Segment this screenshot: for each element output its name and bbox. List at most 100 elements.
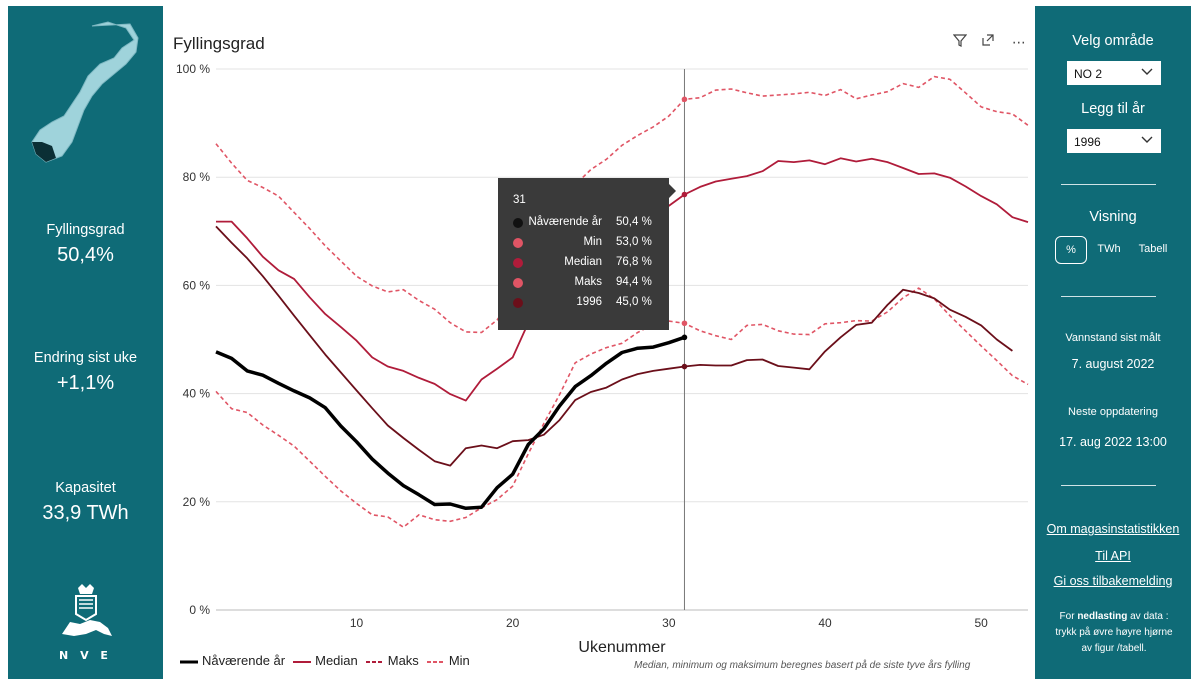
chart-legend: Nåværende år Median Maks Min xyxy=(180,653,478,668)
download-note-text: av data : trykk på øvre høyre hjørne av … xyxy=(1055,611,1173,654)
tooltip-series-value: 45,0 % xyxy=(616,296,652,308)
view-option-twh[interactable]: TWh xyxy=(1093,236,1125,262)
left-panel: Fyllingsgrad 50,4% Endring sist uke +1,1… xyxy=(8,6,163,679)
legend-swatch-icon xyxy=(426,660,445,663)
chart-toolbar: ⋯ xyxy=(952,33,1032,51)
nve-logo-icon xyxy=(62,584,112,636)
y-tick-label: 80 % xyxy=(183,170,211,184)
download-note: For nedlasting av data : trykk på øvre h… xyxy=(1049,609,1179,657)
x-tick-label: 50 xyxy=(974,616,988,630)
chart-title: Fyllingsgrad xyxy=(173,34,265,53)
tooltip-series-name: 1996 xyxy=(576,296,602,308)
tooltip-series-name: Min xyxy=(583,236,602,248)
more-options-icon[interactable]: ⋯ xyxy=(1011,35,1026,51)
view-option-table[interactable]: Tabell xyxy=(1133,236,1173,262)
view-option-percent[interactable]: % xyxy=(1055,236,1087,264)
kpi-label: Endring sist uke xyxy=(33,350,138,366)
kpi-value: 50,4% xyxy=(57,244,114,266)
view-option-label: Tabell xyxy=(1138,243,1168,255)
kpi-endring: Endring sist uke +1,1% xyxy=(8,350,163,395)
download-note-text: For xyxy=(1059,611,1078,622)
view-option-label: % xyxy=(1066,244,1076,256)
tooltip-series-name: Nåværende år xyxy=(528,216,602,228)
tooltip-dot-icon xyxy=(513,278,523,288)
kpi-value: 33,9 TWh xyxy=(42,502,129,524)
chevron-down-icon xyxy=(1140,132,1154,149)
y-tick-label: 20 % xyxy=(183,495,211,509)
download-note-bold: nedlasting xyxy=(1077,611,1128,622)
tooltip-series-value: 50,4 % xyxy=(616,216,652,228)
tooltip-week: 31 xyxy=(513,194,526,206)
chevron-down-icon xyxy=(1140,64,1154,81)
x-tick-label: 20 xyxy=(506,616,520,630)
tooltip-row: Nåværende år 50,4 % xyxy=(498,214,669,232)
year-select[interactable]: 1996 xyxy=(1067,129,1161,153)
tooltip-series-name: Median xyxy=(564,256,602,268)
x-tick-label: 40 xyxy=(818,616,832,630)
legend-label: Nåværende år xyxy=(202,653,286,668)
y-tick-label: 40 % xyxy=(183,387,211,401)
divider xyxy=(1061,184,1156,185)
y-tick-label: 60 % xyxy=(183,278,211,292)
tooltip-row: Median 76,8 % xyxy=(498,254,669,272)
measured-label: Vannstand sist målt xyxy=(1065,332,1161,344)
tooltip-row: 1996 45,0 % xyxy=(498,294,669,312)
divider xyxy=(1061,296,1156,297)
tooltip-row: Min 53,0 % xyxy=(498,234,669,252)
tooltip-row: Maks 94,4 % xyxy=(498,274,669,292)
year-select-value: 1996 xyxy=(1074,135,1101,149)
next-update-label: Neste oppdatering xyxy=(1068,406,1158,418)
tooltip-series-value: 76,8 % xyxy=(616,256,652,268)
legend-swatch-icon xyxy=(365,660,384,663)
kpi-fyllingsgrad: Fyllingsgrad 50,4% xyxy=(8,222,163,267)
legend-swatch-icon xyxy=(293,660,312,663)
legend-swatch-icon xyxy=(180,660,198,664)
right-panel: Velg område NO 2 Legg til år 1996 Visnin… xyxy=(1035,6,1191,679)
y-tick-label: 0 % xyxy=(189,603,210,617)
legend-label: Median xyxy=(315,653,358,668)
x-tick-label: 30 xyxy=(662,616,676,630)
legend-item[interactable]: Min xyxy=(426,653,470,668)
area-select-value: NO 2 xyxy=(1074,67,1103,81)
hover-point xyxy=(681,320,688,327)
series-line-n-v-rende-r xyxy=(215,335,686,511)
divider xyxy=(1061,485,1156,486)
kpi-value: +1,1% xyxy=(56,372,115,394)
tooltip-series-value: 94,4 % xyxy=(616,276,652,288)
view-label: Visning xyxy=(1089,209,1137,225)
chart-tooltip: 31 Nåværende år 50,4 % Min 53,0 % Median 76,8… xyxy=(498,178,676,330)
tooltip-arrow xyxy=(669,184,676,198)
view-option-label: TWh xyxy=(1097,243,1121,255)
x-tick-label: 10 xyxy=(350,616,364,630)
expand-icon[interactable] xyxy=(981,33,1003,51)
y-tick-label: 100 % xyxy=(176,62,210,76)
tooltip-dot-icon xyxy=(513,238,523,248)
chart-footnote: Median, minimum og maksimum beregnes bas… xyxy=(634,660,971,671)
hover-point xyxy=(681,96,688,103)
area-label: Velg område xyxy=(1072,33,1154,49)
link-feedback[interactable]: Gi oss tilbakemelding xyxy=(1053,574,1173,588)
legend-label: Maks xyxy=(387,653,419,668)
tooltip-dot-icon xyxy=(513,258,523,268)
hover-point xyxy=(681,191,688,198)
norway-map-icon xyxy=(31,21,139,163)
legend-label: Min xyxy=(448,653,470,668)
link-api[interactable]: Til API xyxy=(1095,549,1131,563)
legend-item[interactable]: Nåværende år xyxy=(180,653,285,668)
link-about-statistics[interactable]: Om magasinstatistikken xyxy=(1046,522,1180,536)
legend-item[interactable]: Maks xyxy=(365,653,419,668)
tooltip-dot-icon xyxy=(513,218,523,228)
tooltip-series-name: Maks xyxy=(574,276,602,288)
nve-logo-text: N V E xyxy=(59,649,112,662)
tooltip-dot-icon xyxy=(513,298,523,308)
x-axis-label: Ukenummer xyxy=(578,639,666,656)
hover-point xyxy=(681,363,688,370)
year-label: Legg til år xyxy=(1081,101,1145,117)
legend-item[interactable]: Median xyxy=(293,653,358,668)
hover-point xyxy=(681,334,688,341)
tooltip-series-value: 53,0 % xyxy=(616,236,652,248)
area-select[interactable]: NO 2 xyxy=(1067,61,1161,85)
kpi-label: Fyllingsgrad xyxy=(46,222,125,238)
filter-icon[interactable] xyxy=(952,33,971,51)
kpi-kapasitet: Kapasitet 33,9 TWh xyxy=(8,480,163,525)
